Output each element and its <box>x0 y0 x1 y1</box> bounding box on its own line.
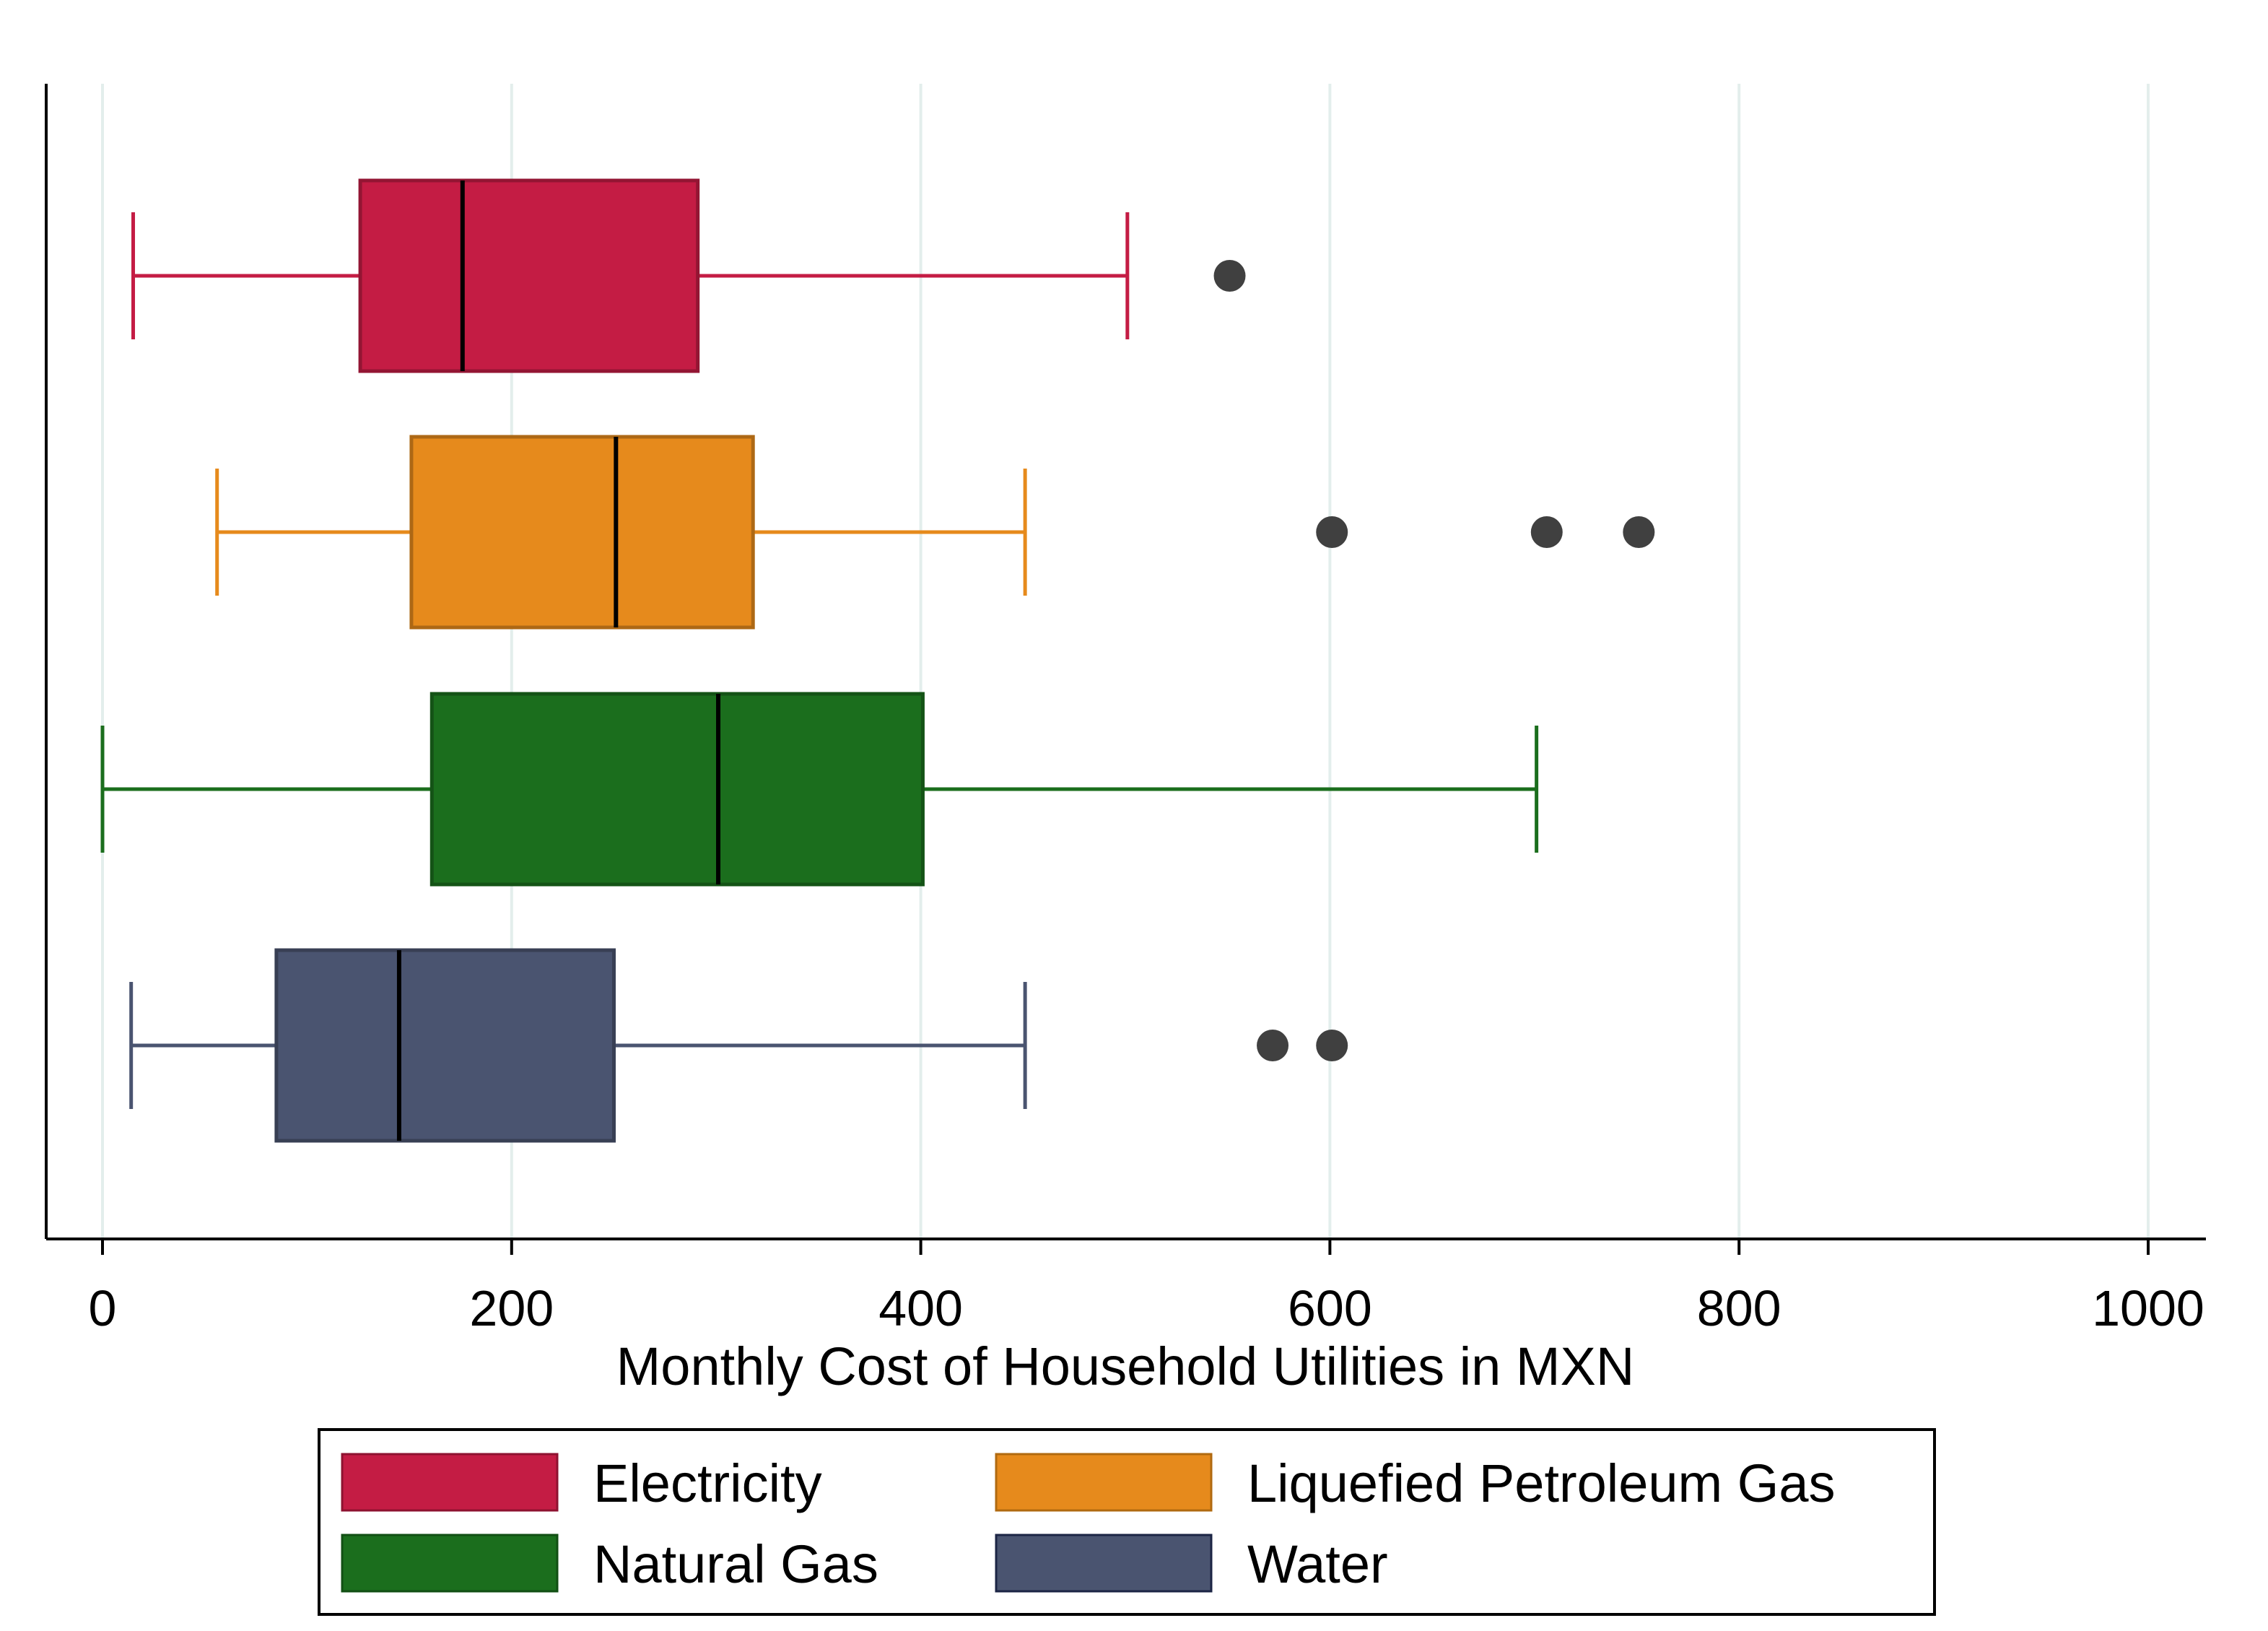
box-iqr-liquefied-petroleum-gas <box>409 435 755 630</box>
x-tick-label-200: 200 <box>469 1280 554 1336</box>
axes <box>45 84 2206 1240</box>
legend-swatch-lpg <box>995 1453 1213 1512</box>
box-liquefied-petroleum-gas <box>215 435 1655 630</box>
box-iqr-natural-gas <box>429 692 925 887</box>
outlier-point-water-0 <box>1257 1030 1289 1061</box>
x-tick-label-400: 400 <box>878 1280 963 1336</box>
box-natural-gas <box>100 692 1539 887</box>
legend-swatch-electricity <box>341 1453 559 1512</box>
outlier-point-electricity-0 <box>1213 260 1246 292</box>
legend-swatch-natural-gas <box>341 1534 559 1593</box>
x-tick-label-600: 600 <box>1288 1280 1372 1336</box>
x-axis-title: Monthly Cost of Household Utilities in M… <box>616 1336 1635 1396</box>
legend-label-lpg: Liquefied Petroleum Gas <box>1247 1453 1835 1513</box>
box-water <box>129 948 1348 1143</box>
box-electricity <box>131 178 1246 373</box>
outlier-point-liquefied-petroleum-gas-1 <box>1530 516 1563 548</box>
box-iqr-electricity <box>358 178 700 373</box>
x-tick-label-0: 0 <box>89 1280 117 1336</box>
outlier-point-liquefied-petroleum-gas-0 <box>1316 516 1348 548</box>
x-tick-label-1000: 1000 <box>2092 1280 2204 1336</box>
outlier-point-liquefied-petroleum-gas-2 <box>1623 516 1655 548</box>
box-series <box>100 178 1655 1143</box>
legend: Electricity Liquefied Petroleum Gas Natu… <box>318 1428 1936 1616</box>
box-iqr-water <box>274 948 616 1143</box>
legend-label-electricity: Electricity <box>593 1453 822 1513</box>
x-ticks: 0 200 400 600 800 1000 <box>89 1239 2204 1336</box>
legend-swatch-water <box>995 1534 1213 1593</box>
outlier-point-water-1 <box>1316 1030 1348 1061</box>
x-tick-label-800: 800 <box>1697 1280 1781 1336</box>
legend-label-water: Water <box>1247 1534 1388 1594</box>
legend-label-natural-gas: Natural Gas <box>593 1534 878 1594</box>
